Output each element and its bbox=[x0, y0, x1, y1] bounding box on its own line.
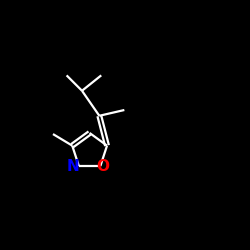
Text: O: O bbox=[96, 158, 109, 174]
Text: N: N bbox=[67, 158, 80, 174]
